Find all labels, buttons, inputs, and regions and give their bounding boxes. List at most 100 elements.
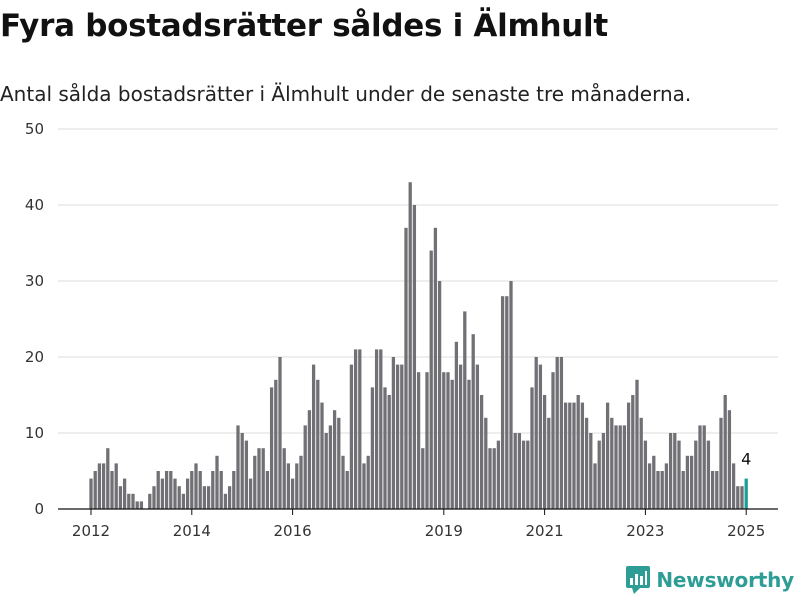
bar — [324, 433, 328, 509]
bar — [496, 440, 501, 509]
bar — [257, 448, 261, 509]
bar — [89, 478, 93, 509]
bar — [631, 395, 635, 509]
bar — [551, 372, 555, 509]
bar — [341, 455, 345, 509]
bar — [240, 433, 244, 509]
bar — [97, 463, 102, 509]
bar — [652, 455, 656, 509]
bar — [710, 471, 715, 509]
bar — [484, 417, 488, 509]
y-tick-label: 50 — [25, 120, 44, 138]
bar — [274, 379, 278, 509]
bar — [139, 501, 144, 509]
x-tick-label: 2019 — [425, 522, 463, 540]
chart-title: Fyra bostadsrätter såldes i Älmhult — [0, 8, 608, 44]
bar — [236, 425, 240, 509]
bar — [286, 463, 291, 509]
bar — [715, 471, 719, 509]
bar — [433, 227, 438, 510]
bar — [584, 417, 589, 509]
bar — [442, 372, 446, 509]
bar — [463, 311, 467, 509]
y-tick-label: 10 — [25, 424, 44, 442]
bar — [542, 395, 547, 509]
bar — [421, 448, 425, 509]
brand-logo: Newsworthy — [626, 566, 794, 594]
bar — [395, 364, 400, 509]
bar — [269, 387, 274, 509]
bar — [568, 402, 572, 509]
bar — [605, 402, 610, 509]
bar — [656, 471, 660, 509]
y-tick-label: 30 — [25, 272, 44, 290]
bar — [719, 417, 723, 509]
bar — [177, 486, 181, 509]
bar — [110, 471, 114, 509]
bar — [152, 486, 156, 509]
bar-value-label: 4 — [741, 450, 751, 469]
bar — [475, 364, 480, 509]
bar — [589, 433, 593, 509]
bar — [232, 471, 236, 509]
bar — [211, 471, 215, 509]
bar — [282, 448, 286, 509]
bar — [488, 448, 492, 509]
bar — [450, 379, 454, 509]
bar — [479, 395, 484, 509]
bar — [677, 440, 681, 509]
bar — [626, 402, 631, 509]
bar — [505, 296, 509, 509]
y-tick-label: 0 — [34, 500, 44, 518]
bar — [328, 425, 333, 509]
bar — [337, 417, 341, 509]
bar — [723, 395, 727, 509]
bar — [215, 455, 219, 509]
bar — [219, 471, 223, 509]
bar — [492, 448, 496, 509]
bar — [366, 455, 370, 509]
bar — [416, 372, 421, 509]
bar — [303, 425, 307, 509]
bar — [244, 440, 249, 509]
bar — [106, 448, 110, 509]
y-tick-label: 20 — [25, 348, 44, 366]
bar — [668, 433, 673, 509]
bar — [135, 501, 139, 509]
bars-layer — [89, 182, 748, 510]
bar — [202, 486, 207, 509]
bar — [471, 334, 475, 509]
bar — [391, 357, 396, 509]
bar — [685, 455, 690, 509]
bar — [698, 425, 702, 509]
bar — [118, 486, 123, 509]
bar — [353, 349, 358, 509]
bar — [727, 410, 732, 509]
bar — [299, 455, 303, 509]
bar — [547, 417, 551, 509]
bar — [664, 463, 669, 509]
bar — [379, 349, 383, 509]
bar — [164, 471, 169, 509]
bar — [446, 372, 450, 509]
bar — [307, 410, 312, 509]
bar — [689, 455, 694, 509]
bar — [647, 463, 652, 509]
chart-subtitle: Antal sålda bostadsrätter i Älmhult unde… — [0, 82, 692, 106]
bar — [559, 357, 564, 509]
bar — [694, 440, 698, 509]
bar — [248, 478, 253, 509]
bar-highlight — [744, 478, 748, 509]
bar — [526, 440, 530, 509]
bar — [295, 463, 299, 509]
bar-chart: 0 10 20 30 40 50 4 2012 2014 2016 2019 2021 2023 2025 — [25, 120, 778, 540]
bar — [660, 471, 664, 509]
bar — [349, 364, 354, 509]
y-tick-label: 40 — [25, 196, 44, 214]
bar — [517, 433, 522, 509]
bar — [681, 471, 685, 509]
bar — [311, 364, 316, 509]
bar — [740, 486, 744, 509]
bar — [706, 440, 711, 509]
bar — [227, 486, 232, 509]
